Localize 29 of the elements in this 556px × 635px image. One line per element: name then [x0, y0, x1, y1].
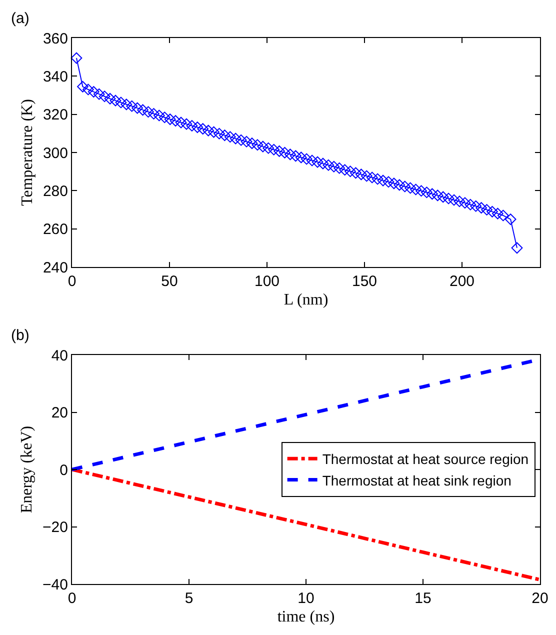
y-tick-label: 280	[42, 182, 68, 200]
y-tick-label: 340	[42, 68, 68, 86]
y-tick-label: 260	[42, 221, 68, 238]
x-tick-label: 150	[352, 273, 378, 290]
y-tick-label: 20	[51, 404, 68, 422]
x-axis-title: time (ns)	[277, 608, 335, 626]
legend-label: Thermostat at heat source region	[322, 451, 529, 468]
text: (a)	[11, 10, 30, 27]
y-tick-label: −40	[42, 576, 68, 594]
y-tick-label: −20	[42, 519, 68, 536]
x-tick-label: 10	[298, 590, 314, 607]
x-axis-title: L (nm)	[284, 292, 328, 309]
y-axis-title: Energy (keV)	[18, 426, 36, 514]
y-tick-label: 360	[42, 30, 68, 48]
x-tick-label: 20	[532, 590, 548, 607]
y-tick-label: 320	[42, 106, 68, 124]
legend-label: Thermostat at heat sink region	[322, 472, 512, 488]
y-tick-label: 240	[42, 259, 68, 276]
x-tick-label: 15	[414, 590, 432, 607]
y-axis-title: Temperature (K)	[18, 99, 36, 206]
x-tick-label: 200	[449, 273, 475, 290]
x-tick-label: 100	[254, 273, 280, 290]
text: (b)	[11, 327, 30, 344]
x-tick-label: 5	[184, 590, 194, 607]
y-tick-label: 0	[60, 462, 68, 479]
x-tick-label: 50	[161, 273, 178, 290]
y-tick-label: 40	[51, 347, 68, 364]
line-series	[72, 468, 540, 582]
y-tick-label: 300	[42, 144, 68, 162]
